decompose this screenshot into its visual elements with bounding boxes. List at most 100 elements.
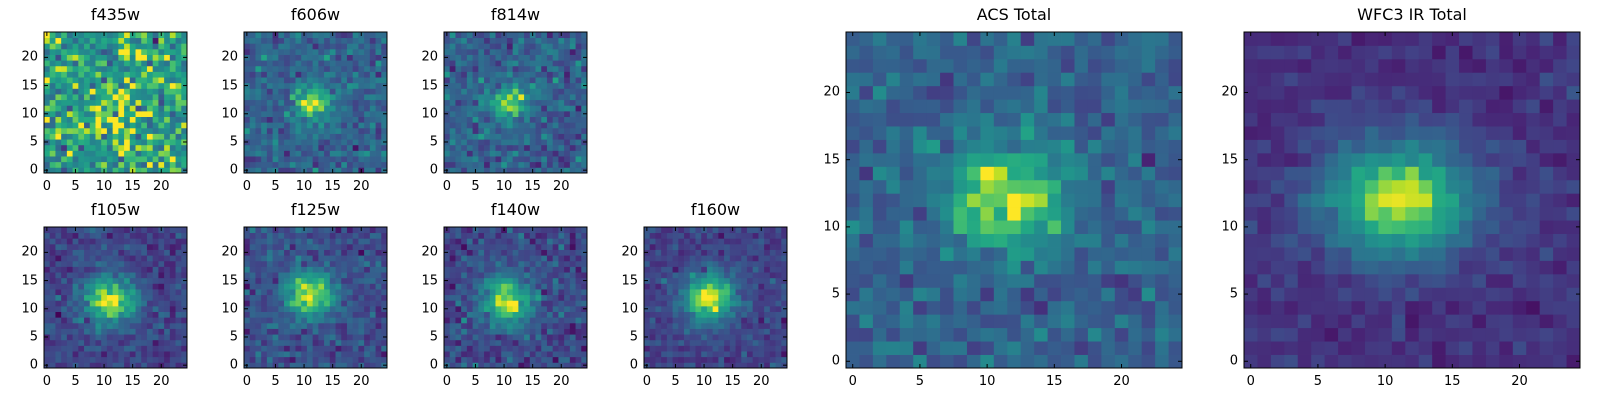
pixel [295,272,302,279]
pixel [1007,341,1022,355]
pixel [649,311,656,318]
pixel [501,144,508,151]
pixel [358,272,365,279]
pixel [541,328,548,335]
pixel [152,105,159,112]
pixel [769,249,776,256]
pixel [564,88,571,95]
pixel [169,156,176,163]
pixel [358,322,365,329]
pixel [695,362,702,369]
pixel [301,238,308,245]
pixel [72,334,79,341]
pixel [301,54,308,61]
pixel [352,54,359,61]
pixel [272,311,279,318]
pixel [278,82,285,89]
pixel [249,305,256,312]
pixel [564,227,571,234]
pixel [146,305,154,312]
pixel [1087,260,1102,275]
pixel [284,260,291,267]
pixel [118,300,125,307]
pixel [129,289,136,296]
pixel [966,166,981,181]
pixel [55,283,62,290]
pixel [55,122,62,129]
pixel [535,356,542,363]
pixel [341,54,348,61]
pixel [364,65,371,72]
pixel [859,287,874,302]
pixel [718,272,725,279]
pixel [312,232,319,239]
pixel [495,110,502,117]
pixel [284,88,291,95]
pixel [169,266,176,273]
pixel [552,32,559,39]
pixel [552,260,559,267]
pixel [261,77,268,84]
pixel [101,260,108,267]
pixel [746,334,754,341]
pixel [295,88,302,95]
pixel [89,289,96,296]
pixel [575,283,582,290]
pixel [775,277,782,284]
pixel [124,322,131,329]
pixel [569,356,576,363]
pixel [158,255,165,262]
pixel [581,133,588,140]
pixel [324,88,331,95]
pixel [135,139,142,146]
pixel [769,266,776,273]
pixel [61,266,68,273]
pixel [1168,273,1183,288]
pixel [913,354,928,369]
pixel [101,37,108,44]
pixel [312,110,319,117]
pixel [535,88,542,95]
pixel [724,232,731,239]
pixel [524,105,531,112]
pixel [529,311,536,318]
pixel [352,238,359,245]
pixel [44,150,51,157]
pixel [752,243,759,250]
pixel [266,289,273,296]
pixel [546,94,554,101]
pixel [89,272,96,279]
pixel [552,334,559,341]
pixel [1155,206,1169,221]
pixel [106,116,114,123]
pixel [564,266,571,273]
pixel [581,328,588,335]
pixel [501,289,508,296]
pixel [381,144,388,151]
pixel [335,255,342,262]
pixel [655,255,662,262]
pixel [272,249,279,256]
pixel [146,232,154,239]
pixel [899,327,914,342]
pixel [129,277,136,284]
pixel [846,341,860,355]
pixel [158,317,165,324]
pixel [358,238,365,245]
pixel [352,156,359,163]
pixel [364,227,371,234]
pixel [569,54,576,61]
pixel [644,243,651,250]
pixel [472,43,479,50]
pixel [775,294,782,301]
pixel [141,339,148,346]
pixel [506,65,514,72]
pixel [278,300,285,307]
pixel [261,127,268,134]
pixel [55,150,62,157]
pixel [169,150,176,157]
pixel [886,287,901,302]
pixel [89,122,96,129]
pixel [569,88,576,95]
pixel [524,232,531,239]
